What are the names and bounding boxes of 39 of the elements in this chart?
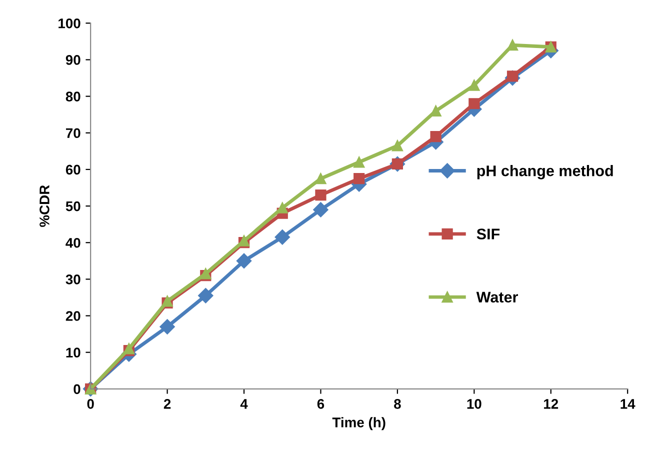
legend-label: SIF — [476, 228, 500, 240]
x-axis-title: Time (h) — [332, 417, 386, 430]
x-tick-label: 6 — [317, 399, 324, 409]
y-tick-label: 20 — [66, 311, 80, 321]
y-tick-label: 10 — [66, 348, 80, 358]
point — [315, 173, 326, 184]
y-tick-label: 30 — [66, 274, 80, 284]
x-tick-label: 4 — [240, 399, 248, 409]
point — [313, 202, 328, 218]
point — [430, 130, 442, 142]
point — [236, 253, 252, 268]
point — [468, 98, 480, 110]
x-tick-label: 0 — [87, 399, 94, 409]
y-tick-label: 90 — [66, 55, 80, 65]
y-axis-title: %CDR — [40, 185, 50, 227]
point — [354, 156, 365, 168]
point — [160, 319, 175, 334]
legend-label: Water — [476, 292, 518, 303]
x-tick-label: 2 — [164, 399, 171, 409]
y-tick-label: 80 — [66, 92, 80, 102]
x-tick-label: 14 — [620, 399, 636, 409]
point — [354, 173, 365, 184]
x-tick-label: 12 — [544, 399, 558, 409]
y-tick-label: 50 — [66, 201, 80, 212]
y-tick-label: 100 — [58, 18, 80, 28]
point — [315, 190, 326, 201]
point — [468, 80, 480, 91]
y-tick-label: 60 — [66, 164, 80, 175]
legend-label: pH change method — [477, 165, 613, 180]
point — [392, 140, 403, 152]
point — [198, 288, 214, 304]
y-tick-label: 0 — [74, 384, 80, 394]
x-tick-label: 8 — [394, 399, 401, 409]
point — [274, 230, 290, 245]
point — [430, 105, 442, 116]
point — [506, 40, 518, 51]
y-tick-label: 70 — [66, 128, 80, 138]
y-tick-label: 40 — [66, 238, 80, 248]
x-tick-label: 10 — [467, 399, 482, 409]
